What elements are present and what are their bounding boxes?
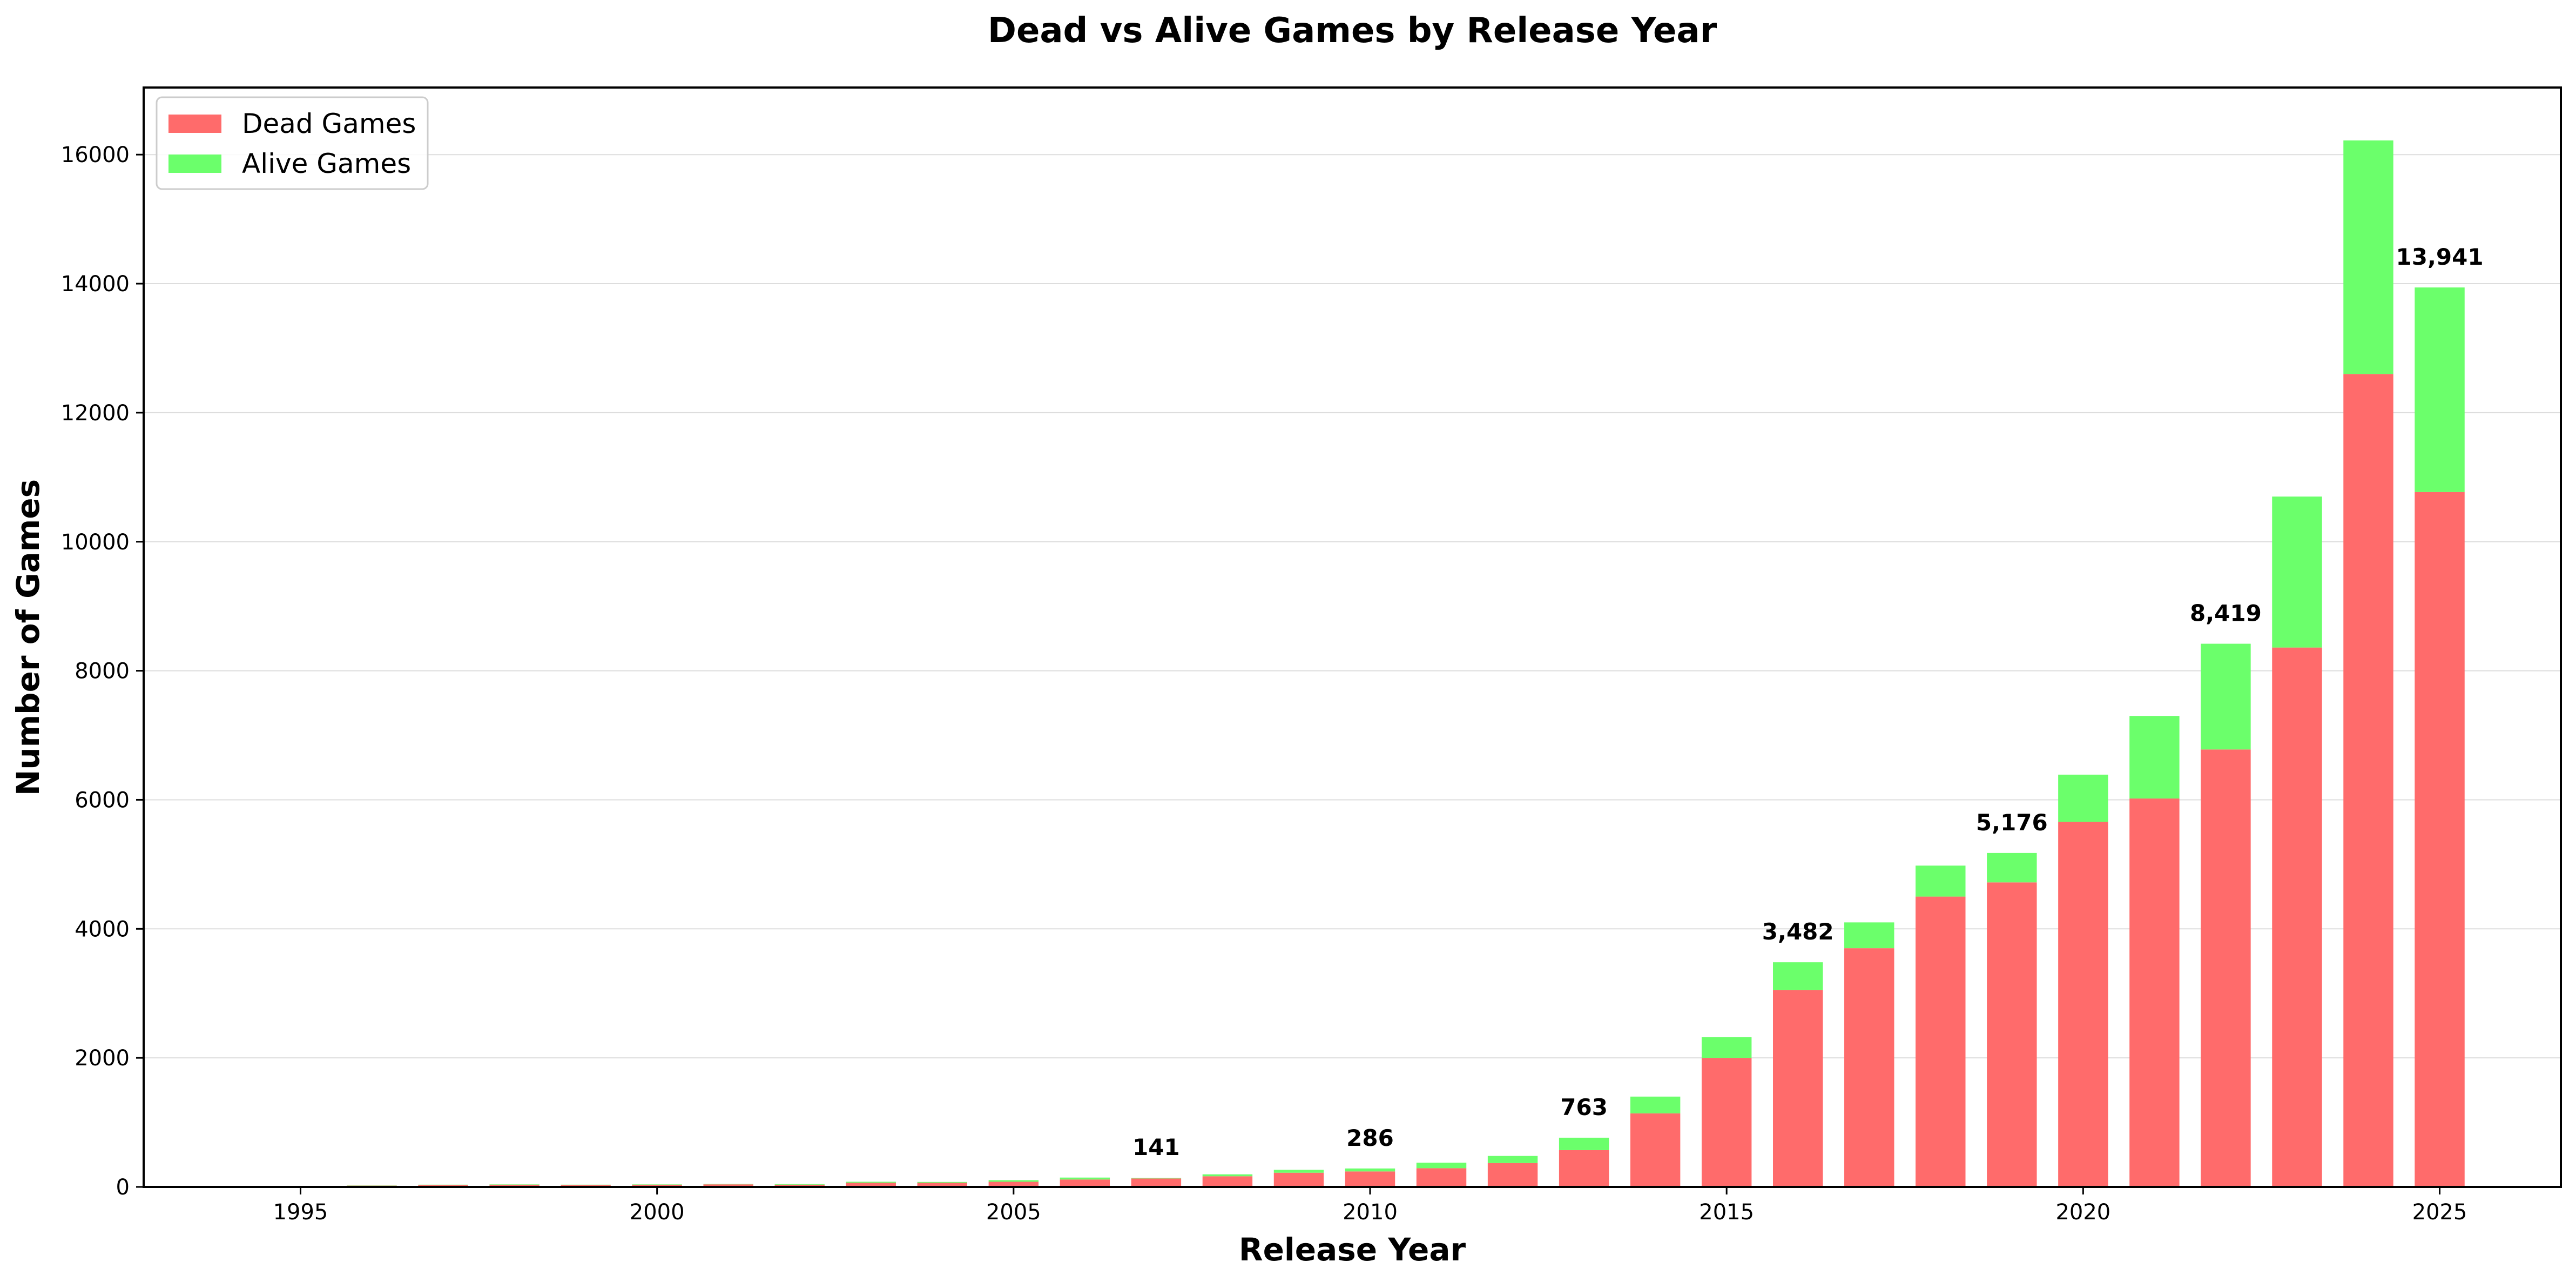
x-tick-label-2005: 2005 xyxy=(986,1200,1041,1225)
data-labels-layer: 141 286 763 3,482 5,176 8,419 13,941 xyxy=(1132,244,2484,1160)
bar-dead-2007 xyxy=(1131,1178,1182,1187)
bar-dead-2015 xyxy=(1701,1058,1752,1187)
y-tick-label-0: 0 xyxy=(116,1175,130,1200)
bar-alive-2019 xyxy=(1987,853,2037,883)
x-tick-label-2000: 2000 xyxy=(630,1200,685,1225)
y-axis-label: Number of Games xyxy=(10,479,46,796)
y-tick-label-4000: 4000 xyxy=(75,917,130,942)
y-tick-label-14000: 14000 xyxy=(61,272,130,297)
bar-alive-2022 xyxy=(2201,643,2251,750)
bar-dead-2010 xyxy=(1345,1171,1395,1187)
data-label-2013: 763 xyxy=(1560,1094,1608,1120)
data-label-2007: 141 xyxy=(1132,1134,1180,1160)
bar-alive-2013 xyxy=(1559,1137,1609,1150)
bar-dead-2004 xyxy=(917,1183,968,1187)
x-tick-label-2020: 2020 xyxy=(2055,1200,2110,1225)
chart-title: Dead vs Alive Games by Release Year xyxy=(988,11,1717,51)
legend[interactable]: Dead Games Alive Games xyxy=(156,96,429,190)
bar-dead-2005 xyxy=(988,1182,1039,1187)
bar-dead-2021 xyxy=(2129,798,2180,1187)
bar-alive-2006 xyxy=(1060,1177,1110,1180)
bar-alive-2021 xyxy=(2129,716,2180,799)
bar-dead-2017 xyxy=(1844,948,1894,1187)
x-tick-label-2015: 2015 xyxy=(1699,1200,1754,1225)
bar-alive-2002 xyxy=(774,1184,825,1185)
bar-alive-2017 xyxy=(1844,922,1894,949)
bar-alive-2023 xyxy=(2272,496,2322,648)
bar-alive-2020 xyxy=(2058,774,2108,822)
y-tick-label-12000: 12000 xyxy=(61,401,130,426)
bar-dead-2014 xyxy=(1630,1113,1681,1187)
bar-alive-2012 xyxy=(1487,1156,1538,1163)
data-label-2019: 5,176 xyxy=(1976,809,2048,836)
bar-dead-2006 xyxy=(1060,1179,1110,1187)
bar-alive-2005 xyxy=(988,1180,1039,1182)
y-tick-label-8000: 8000 xyxy=(75,659,130,684)
bar-dead-2012 xyxy=(1487,1163,1538,1187)
bar-alive-2003 xyxy=(846,1182,896,1183)
x-tick-label-1995: 1995 xyxy=(273,1200,328,1225)
bar-alive-1998 xyxy=(489,1184,540,1185)
grid-layer xyxy=(144,154,2561,1059)
plot-frame xyxy=(143,86,2562,1188)
legend-label-dead: Dead Games xyxy=(242,108,416,139)
bar-alive-2016 xyxy=(1773,962,1823,990)
legend-label-alive: Alive Games xyxy=(242,148,411,179)
bar-dead-2016 xyxy=(1773,990,1823,1187)
y-tick-label-6000: 6000 xyxy=(75,788,130,813)
bar-dead-2002 xyxy=(774,1184,825,1187)
bar-alive-2001 xyxy=(703,1184,753,1185)
bar-dead-2001 xyxy=(703,1184,753,1187)
data-label-2025: 13,941 xyxy=(2396,244,2484,270)
bar-dead-2018 xyxy=(1916,896,1966,1187)
bar-alive-2004 xyxy=(917,1182,968,1183)
data-label-2010: 286 xyxy=(1346,1125,1394,1151)
y-axis-ticks: 0 2000 4000 6000 8000 10000 12000 14000 16000 xyxy=(61,143,144,1200)
x-axis-ticks: 1995 2000 2005 2010 2015 2020 2025 xyxy=(273,1187,2467,1225)
bar-dead-2025 xyxy=(2415,492,2465,1187)
bar-dead-2019 xyxy=(1987,882,2037,1187)
bar-alive-2014 xyxy=(1630,1096,1681,1113)
bar-alive-2018 xyxy=(1916,865,1966,897)
legend-swatch-dead xyxy=(168,115,221,133)
bar-dead-2023 xyxy=(2272,647,2322,1187)
bar-dead-2000 xyxy=(632,1184,682,1187)
bar-alive-2011 xyxy=(1416,1163,1467,1169)
bar-dead-2008 xyxy=(1202,1176,1253,1187)
data-label-2022: 8,419 xyxy=(2190,600,2262,627)
bar-alive-2024 xyxy=(2343,140,2393,374)
y-tick-label-16000: 16000 xyxy=(61,143,130,167)
bar-alive-2009 xyxy=(1273,1170,1324,1173)
x-tick-label-2010: 2010 xyxy=(1343,1200,1398,1225)
bar-alive-2008 xyxy=(1202,1174,1253,1177)
bar-dead-2020 xyxy=(2058,822,2108,1187)
legend-swatch-alive xyxy=(168,155,221,173)
bar-alive-2010 xyxy=(1345,1168,1395,1172)
bar-alive-2000 xyxy=(632,1184,682,1185)
bar-dead-2024 xyxy=(2343,374,2393,1187)
bar-dead-2022 xyxy=(2201,749,2251,1187)
y-tick-label-2000: 2000 xyxy=(75,1046,130,1071)
bars-layer xyxy=(275,140,2465,1187)
bar-alive-2015 xyxy=(1701,1037,1752,1058)
bar-dead-2003 xyxy=(846,1183,896,1187)
bar-alive-2025 xyxy=(2415,287,2465,492)
x-axis-label: Release Year xyxy=(1239,1231,1466,1268)
legend-box xyxy=(156,96,429,190)
y-tick-label-10000: 10000 xyxy=(61,530,130,555)
data-label-2016: 3,482 xyxy=(1762,918,1834,945)
bar-dead-1998 xyxy=(489,1184,540,1187)
x-tick-label-2025: 2025 xyxy=(2412,1200,2467,1225)
bar-dead-2009 xyxy=(1273,1172,1324,1187)
bar-dead-2011 xyxy=(1416,1168,1467,1187)
bar-dead-2013 xyxy=(1559,1150,1609,1187)
